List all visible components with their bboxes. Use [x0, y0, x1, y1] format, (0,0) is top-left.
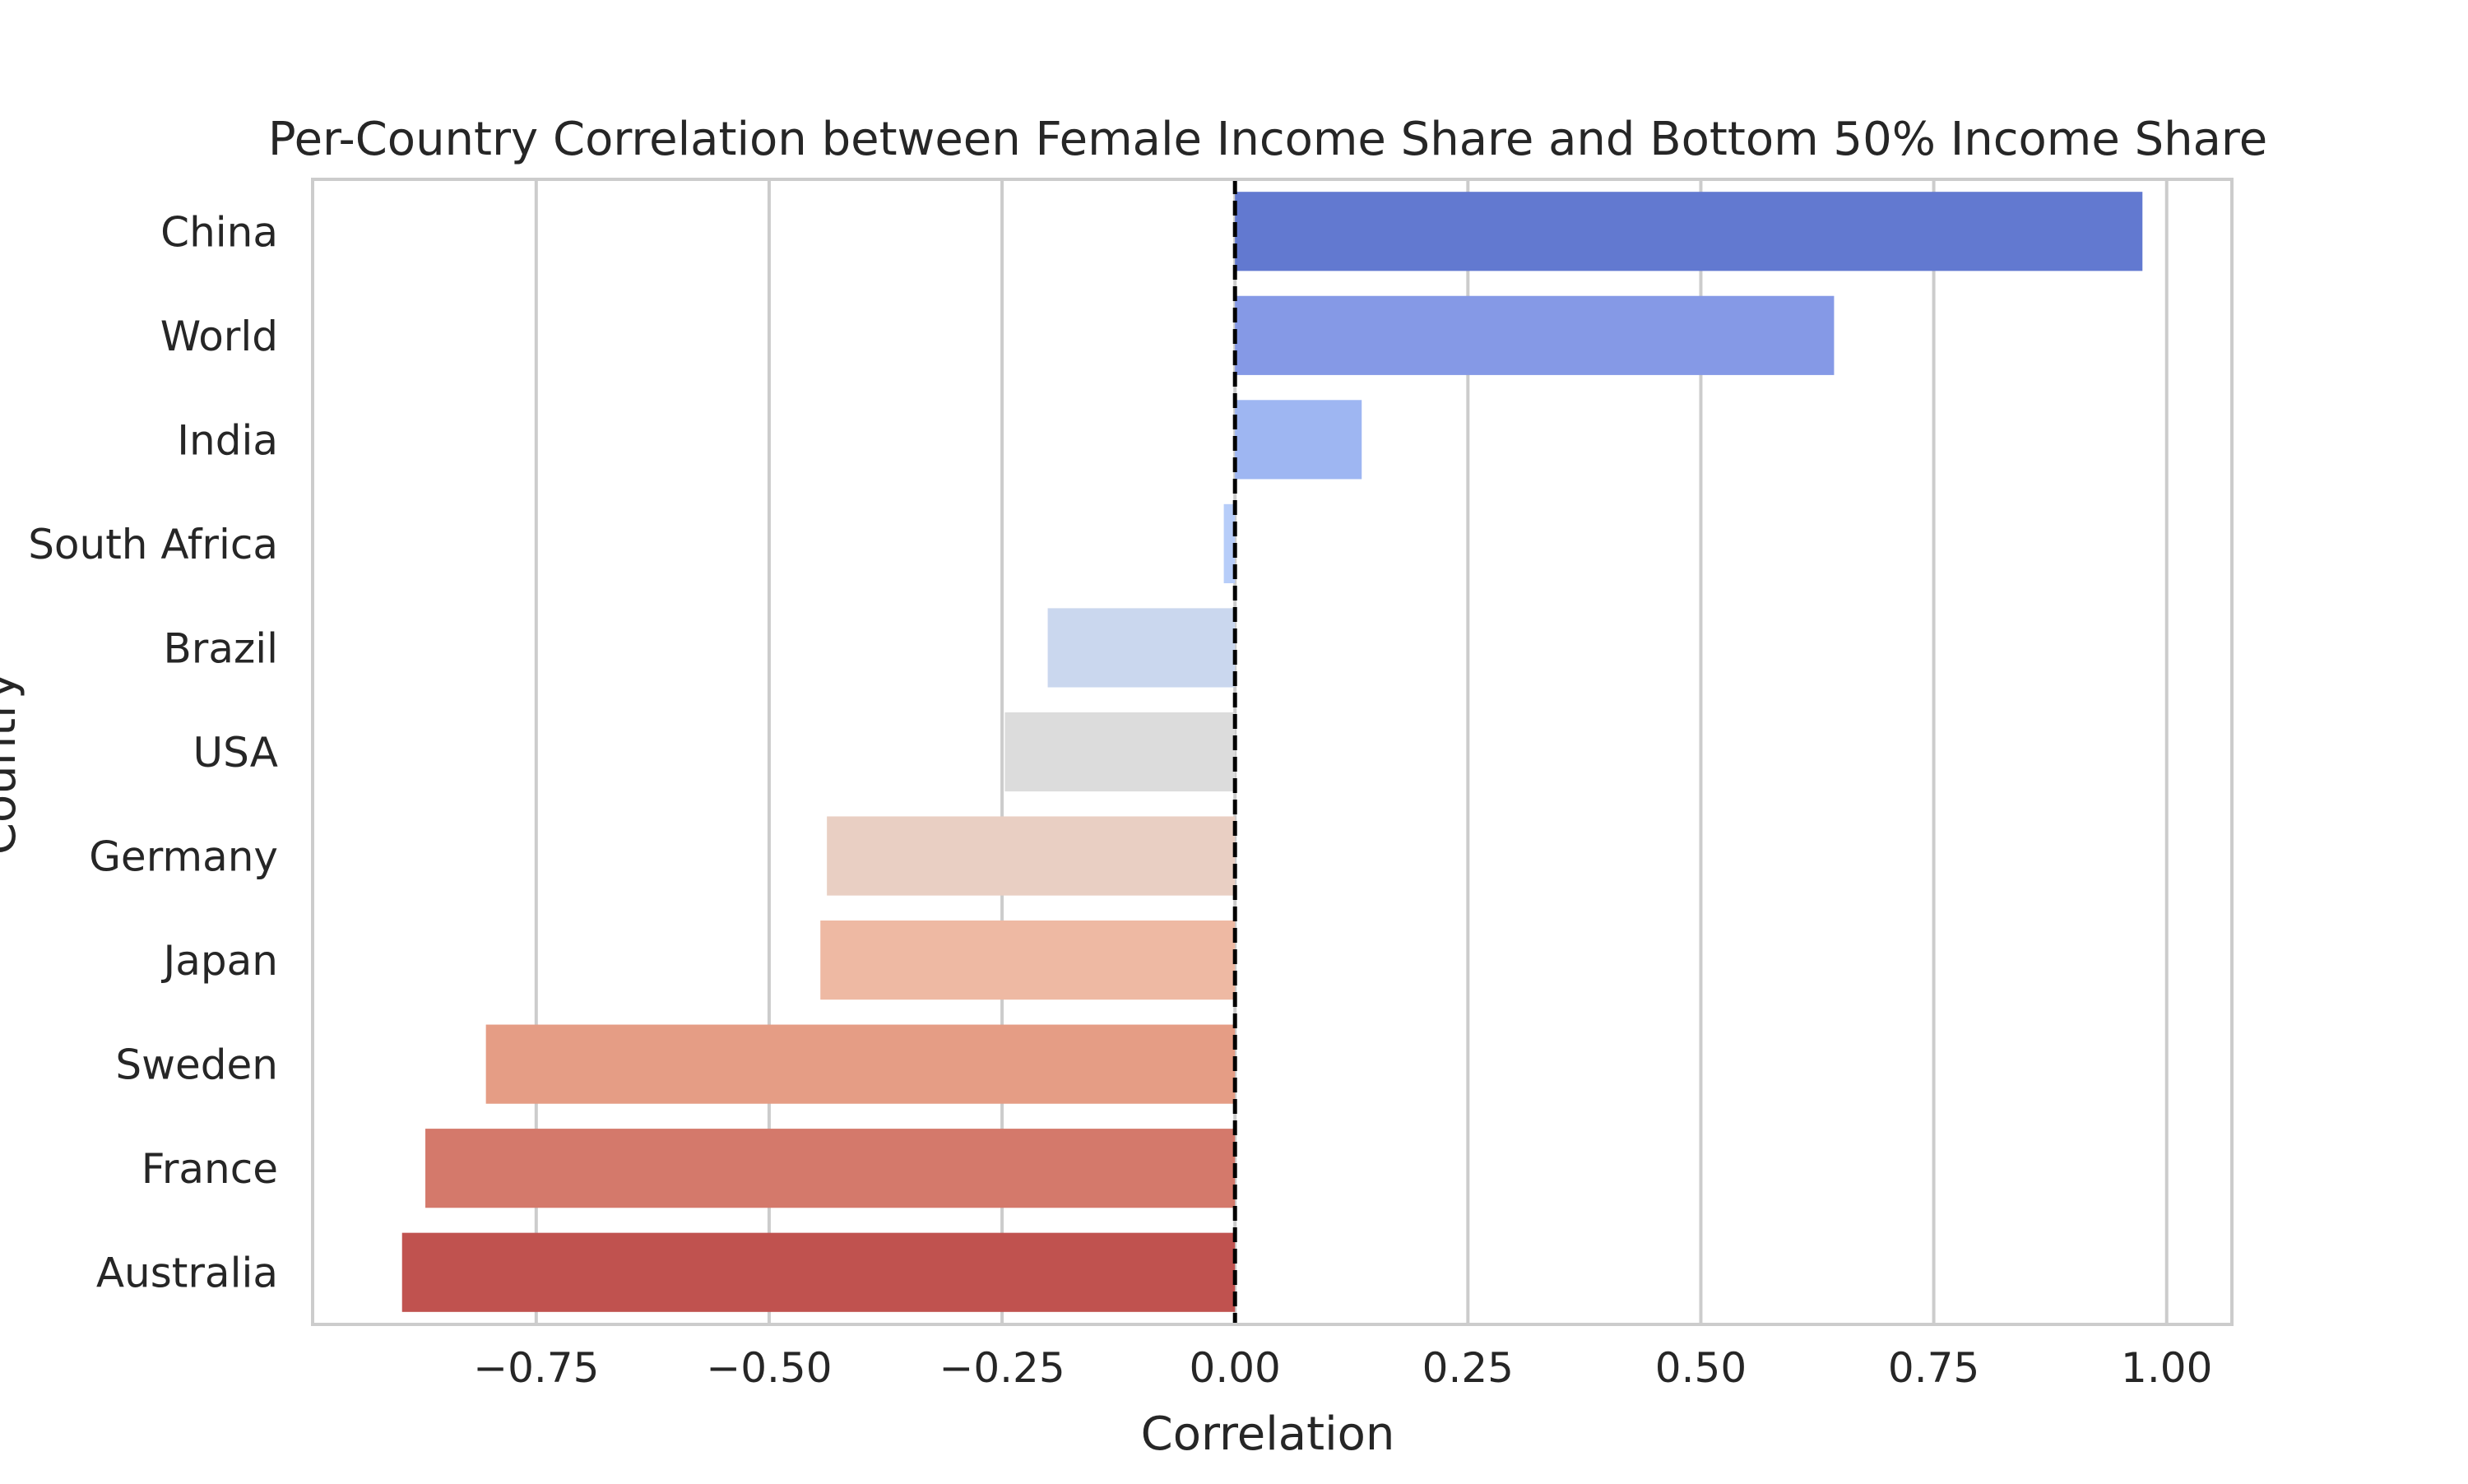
bar-australia [401, 1232, 1236, 1312]
bar-germany [827, 816, 1236, 896]
x-tick-label: 0.50 [1655, 1344, 1747, 1392]
x-tick-label: 0.75 [1888, 1344, 1979, 1392]
y-tick-label: India [177, 416, 278, 464]
bar-world [1235, 295, 1835, 375]
y-tick-labels: China World India South Africa Brazil USA Germ… [28, 208, 278, 1296]
chart-title: Per-Country Correlation between Female I… [268, 113, 2267, 166]
x-axis-label: Correlation [1141, 1407, 1395, 1461]
x-tick-labels: −0.75 −0.50 −0.25 0.00 0.25 0.50 0.75 1.00 [473, 1344, 2212, 1392]
bar-japan [820, 921, 1236, 1000]
y-tick-label: Germany [89, 833, 278, 881]
bar-south-africa [1223, 503, 1236, 583]
x-tick-label: 1.00 [2121, 1344, 2212, 1392]
x-tick-label: −0.75 [473, 1344, 599, 1392]
x-tick-label: −0.50 [706, 1344, 832, 1392]
y-tick-label: USA [193, 729, 278, 777]
y-tick-label: Japan [161, 937, 278, 985]
y-tick-label: China [160, 208, 278, 256]
y-tick-label: World [160, 313, 278, 360]
x-tick-label: 0.00 [1190, 1344, 1281, 1392]
plot-frame [311, 178, 2234, 1326]
x-tick-label: −0.25 [939, 1344, 1065, 1392]
bar-france [425, 1129, 1236, 1208]
bar-india [1235, 400, 1362, 480]
y-tick-label: France [141, 1145, 278, 1193]
y-tick-label: South Africa [28, 521, 278, 568]
bars [401, 192, 2143, 1312]
bar-sweden [485, 1024, 1236, 1104]
y-tick-label: Sweden [115, 1041, 278, 1089]
y-tick-label: Brazil [163, 624, 278, 672]
y-tick-label: Australia [96, 1250, 278, 1297]
bar-brazil [1047, 608, 1236, 688]
x-tick-label: 0.25 [1422, 1344, 1514, 1392]
bar-china [1235, 192, 2143, 271]
bar-usa [1004, 712, 1236, 792]
y-axis-label: Country [0, 672, 26, 855]
